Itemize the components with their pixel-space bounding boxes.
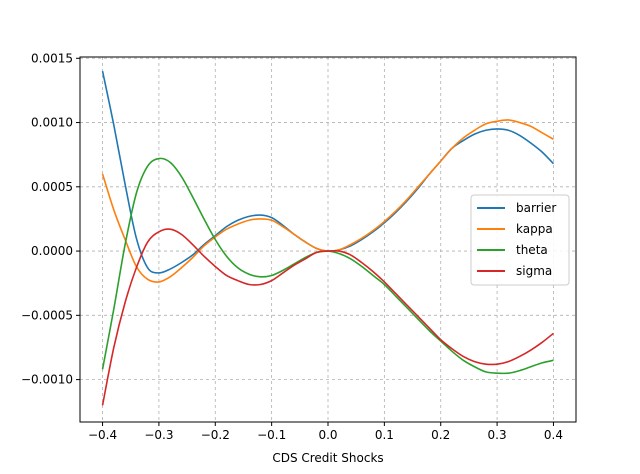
y-tick-label: −0.0005	[21, 308, 73, 322]
x-tick-label: −0.1	[257, 428, 286, 442]
y-tick-label: 0.0010	[31, 116, 73, 130]
x-tick-label: 0.2	[431, 428, 450, 442]
x-tick-label: 0.0	[318, 428, 337, 442]
x-tick-label: 0.4	[544, 428, 563, 442]
y-tick-label: −0.0010	[21, 373, 73, 387]
x-axis-label: CDS Credit Shocks	[272, 451, 383, 465]
x-tick-label: 0.1	[375, 428, 394, 442]
legend-label-barrier: barrier	[516, 201, 556, 215]
y-tick-label: 0.0000	[31, 244, 73, 258]
x-tick-label: −0.4	[88, 428, 117, 442]
x-tick-label: −0.2	[201, 428, 230, 442]
x-tick-label: 0.3	[488, 428, 507, 442]
legend-label-theta: theta	[516, 243, 548, 257]
series-line-sigma	[101, 228, 554, 406]
x-axis-ticks: −0.4 −0.3 −0.2 −0.1 0.0 0.1 0.2 0.3 0.4	[88, 422, 563, 442]
series-lines	[101, 70, 555, 406]
x-tick-label: −0.3	[144, 428, 173, 442]
legend-label-sigma: sigma	[516, 264, 552, 278]
legend-label-kappa: kappa	[516, 222, 553, 236]
y-tick-label: 0.0005	[31, 180, 73, 194]
legend-box	[470, 194, 570, 286]
y-axis-ticks: −0.0010 −0.0005 0.0000 0.0005 0.0010 0.0015	[21, 51, 80, 387]
legend: barrier kappa theta sigma	[470, 194, 570, 286]
y-tick-label: 0.0015	[31, 51, 73, 65]
